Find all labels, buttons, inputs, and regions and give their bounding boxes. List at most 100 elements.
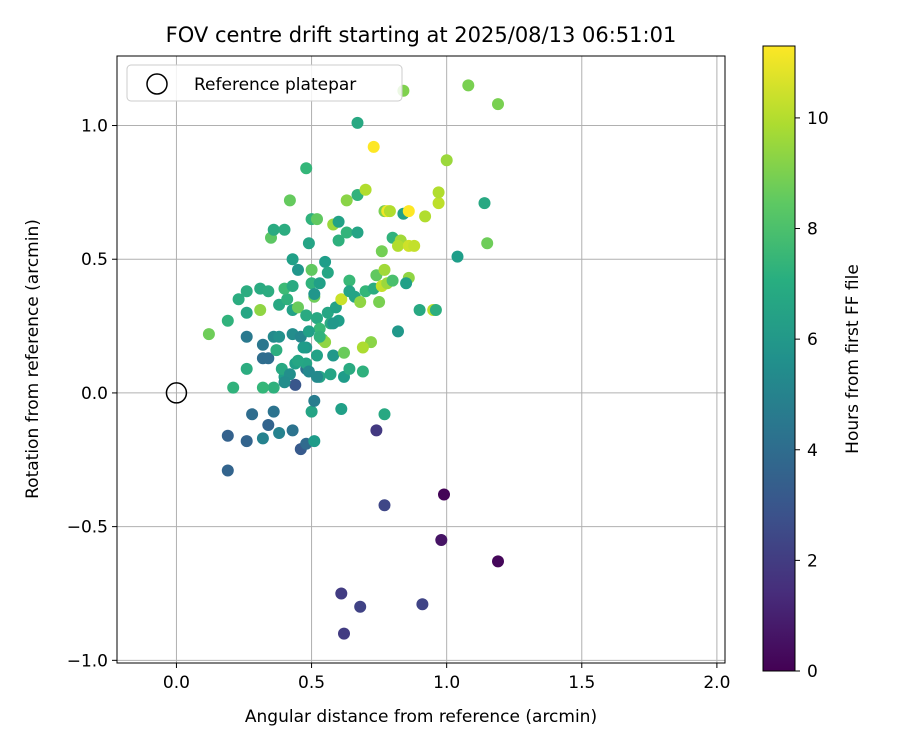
data-point (321, 266, 334, 279)
data-point (478, 197, 491, 210)
data-point (435, 534, 448, 546)
x-axis-ticks: 0.0 0.5 1.0 1.5 2.0 (163, 663, 730, 693)
plot-area (116, 55, 726, 664)
data-point (313, 277, 326, 290)
data-point (256, 432, 269, 445)
data-point (311, 213, 323, 226)
data-point (281, 293, 294, 306)
x-tick-label: 1.0 (433, 673, 460, 693)
data-point (311, 370, 323, 383)
reference-point (165, 382, 188, 404)
data-point (354, 296, 367, 308)
data-point (492, 555, 504, 568)
data-point (273, 330, 286, 343)
legend: Reference platepar (126, 64, 403, 102)
data-point (319, 255, 332, 268)
data-point (392, 239, 404, 252)
x-tick-label: 0.0 (163, 673, 190, 693)
data-point (340, 226, 353, 239)
data-point (378, 263, 391, 276)
data-point (292, 301, 304, 314)
data-point (402, 205, 415, 218)
data-point (202, 328, 215, 341)
data-point (432, 186, 445, 199)
data-point (240, 362, 253, 375)
data-point (221, 314, 234, 327)
data-point (373, 296, 386, 308)
data-point (278, 376, 291, 389)
data-point (311, 312, 323, 325)
data-point (429, 304, 442, 316)
data-point (240, 306, 253, 319)
data-point (343, 362, 356, 375)
legend-box (126, 64, 403, 102)
data-point (300, 309, 313, 322)
data-point (278, 223, 291, 236)
data-point (308, 288, 321, 300)
data-point (338, 346, 350, 359)
data-point (438, 488, 450, 501)
colorbar-tick-label: 0 (807, 662, 818, 682)
data-point (305, 405, 318, 418)
y-tick-label: 0.5 (81, 250, 108, 270)
data-point (351, 226, 364, 239)
x-axis-label: Angular distance from reference (arcmin) (245, 707, 597, 727)
data-point (462, 79, 475, 92)
data-point (335, 293, 348, 306)
data-point (300, 162, 313, 175)
data-point (392, 325, 404, 338)
y-axis-label: Rotation from reference (arcmin) (23, 219, 43, 499)
colorbar-tick-label: 2 (807, 551, 818, 571)
data-point (267, 405, 280, 418)
data-point (286, 253, 299, 266)
colorbar-label: Hours from first FF file (843, 264, 863, 454)
colorbar: 0 2 4 6 8 10 Hours from first FF file (762, 45, 863, 682)
data-point (292, 263, 304, 276)
x-tick-label: 2.0 (703, 673, 730, 693)
data-point (432, 197, 445, 210)
y-tick-label: 0.0 (81, 384, 108, 404)
data-point (400, 277, 413, 290)
data-point (267, 381, 280, 394)
data-point (270, 344, 283, 357)
data-point (232, 293, 245, 306)
data-point (356, 341, 369, 354)
data-point (413, 304, 426, 316)
data-point (327, 349, 340, 362)
data-point (354, 600, 367, 613)
colorbar-tick-label: 8 (807, 220, 818, 240)
data-point (221, 464, 234, 477)
data-point (378, 499, 391, 512)
data-point (286, 280, 299, 292)
data-point (240, 330, 253, 343)
data-point (338, 627, 350, 640)
data-point (267, 223, 280, 236)
data-point (356, 365, 369, 378)
y-tick-label: 1.0 (81, 117, 108, 137)
data-point (308, 435, 321, 448)
data-point (370, 424, 383, 437)
data-point (221, 429, 234, 442)
data-point (340, 194, 353, 207)
data-point (351, 116, 364, 129)
data-point (302, 325, 315, 338)
data-point (327, 317, 340, 330)
data-point (332, 215, 345, 228)
data-point (283, 194, 296, 207)
data-point (302, 237, 315, 250)
colorbar-tick-label: 6 (807, 330, 818, 350)
data-point (386, 274, 399, 287)
data-point (481, 237, 494, 250)
plot-background (117, 56, 725, 663)
data-point (227, 381, 240, 394)
data-point (240, 285, 253, 298)
data-point (254, 304, 267, 316)
data-point (408, 239, 421, 252)
plot-frame (116, 55, 726, 664)
data-point (286, 424, 299, 437)
data-points (202, 79, 504, 640)
data-point (256, 381, 269, 394)
data-point (289, 378, 302, 391)
legend-label-reference: Reference platepar (194, 75, 356, 95)
